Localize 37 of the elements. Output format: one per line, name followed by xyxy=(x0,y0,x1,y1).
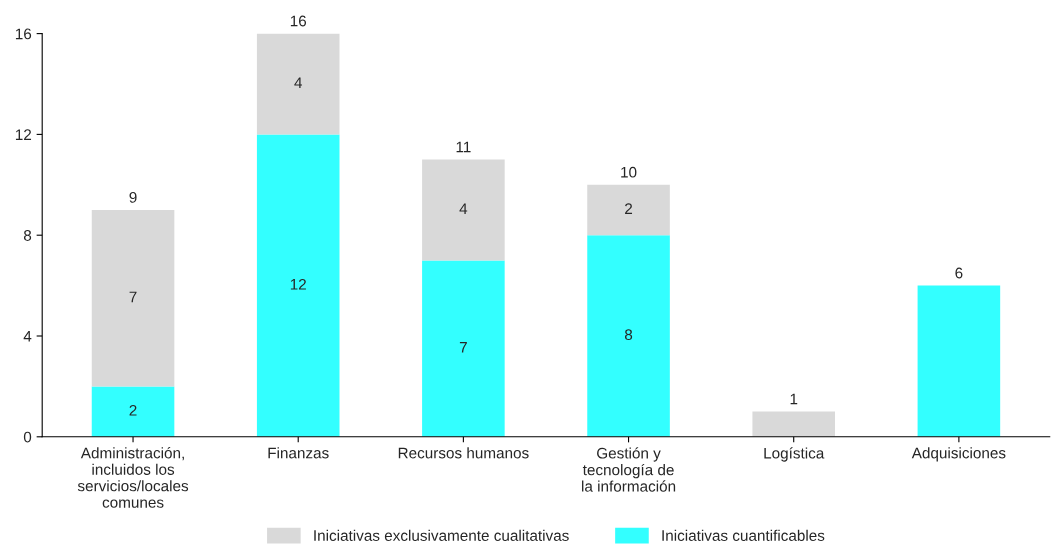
data-label: 7 xyxy=(129,291,137,303)
bar xyxy=(91,386,175,437)
x-tick-label: Adquisiciones xyxy=(911,447,1006,462)
x-tick-label: Administración, incluidos los servicios/locales comunes xyxy=(77,447,189,508)
x-tick-label: Gestión y tecnología de la información xyxy=(582,447,676,492)
data-label: 2 xyxy=(129,404,137,416)
legend-label: Iniciativas exclusivamente cualitativas xyxy=(314,529,569,541)
data-label: 12 xyxy=(290,278,306,290)
bar xyxy=(422,260,505,437)
total-label: 6 xyxy=(955,267,963,279)
bar xyxy=(91,210,175,387)
data-label: 4 xyxy=(294,77,303,88)
y-tick-label: 8 xyxy=(23,230,32,241)
x-tick-label: Finanzas xyxy=(268,447,329,459)
bar xyxy=(752,411,836,437)
data-label: 7 xyxy=(459,342,467,353)
bar xyxy=(256,134,340,437)
y-tick-label: 12 xyxy=(15,129,32,140)
bar xyxy=(917,285,1001,437)
total-label: 11 xyxy=(456,141,471,153)
total-label: 16 xyxy=(290,15,307,27)
bar xyxy=(422,159,505,261)
total-label: 1 xyxy=(790,393,798,405)
legend-label: Iniciativas cuantificables xyxy=(662,529,825,541)
bar xyxy=(587,184,670,236)
total-label: 10 xyxy=(621,166,637,178)
y-tick-label: 4 xyxy=(23,331,32,342)
x-tick-label: Logística xyxy=(764,447,825,462)
bar xyxy=(587,235,670,437)
data-label: 8 xyxy=(624,329,633,341)
y-tick-label: 0 xyxy=(23,431,32,443)
total-label: 9 xyxy=(129,191,137,203)
x-tick-label: Recursos humanos xyxy=(398,447,529,459)
data-label: 2 xyxy=(625,203,633,214)
y-tick-label: 16 xyxy=(15,28,32,40)
data-label: 4 xyxy=(459,203,468,214)
bar xyxy=(256,33,340,135)
